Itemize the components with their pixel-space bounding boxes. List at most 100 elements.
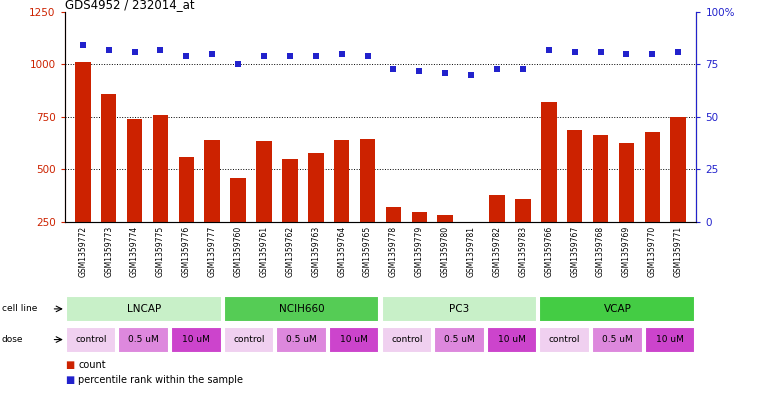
Bar: [593, 135, 608, 275]
Text: GSM1359781: GSM1359781: [466, 226, 476, 277]
Point: [439, 70, 451, 76]
Bar: [101, 94, 116, 275]
Text: GSM1359774: GSM1359774: [130, 226, 139, 277]
Bar: [119, 327, 169, 353]
Text: GSM1359767: GSM1359767: [570, 226, 579, 277]
Point: [413, 68, 425, 74]
Text: GSM1359760: GSM1359760: [234, 226, 243, 277]
Point: [620, 51, 632, 57]
Point: [284, 53, 296, 59]
Text: GSM1359779: GSM1359779: [415, 226, 424, 277]
Point: [543, 46, 555, 53]
Text: dose: dose: [2, 335, 23, 344]
Bar: [438, 215, 453, 275]
Point: [77, 42, 89, 49]
Bar: [224, 327, 274, 353]
Text: GSM1359777: GSM1359777: [208, 226, 217, 277]
Point: [206, 51, 218, 57]
Bar: [360, 139, 375, 275]
Point: [336, 51, 348, 57]
Text: GSM1359782: GSM1359782: [492, 226, 501, 277]
Text: 0.5 uM: 0.5 uM: [444, 335, 475, 344]
Text: GSM1359770: GSM1359770: [648, 226, 657, 277]
Bar: [541, 102, 556, 275]
Bar: [224, 296, 380, 322]
Bar: [334, 140, 349, 275]
Point: [232, 61, 244, 68]
Bar: [515, 199, 530, 275]
Bar: [489, 195, 505, 275]
Text: percentile rank within the sample: percentile rank within the sample: [78, 375, 244, 386]
Bar: [487, 327, 537, 353]
Text: GSM1359765: GSM1359765: [363, 226, 372, 277]
Bar: [435, 327, 485, 353]
Text: GSM1359763: GSM1359763: [311, 226, 320, 277]
Bar: [179, 157, 194, 275]
Bar: [540, 327, 590, 353]
Text: GSM1359778: GSM1359778: [389, 226, 398, 277]
Point: [594, 49, 607, 55]
Point: [387, 65, 400, 72]
Bar: [282, 159, 298, 275]
Bar: [171, 327, 221, 353]
Point: [465, 72, 477, 78]
Bar: [412, 211, 427, 275]
Point: [310, 53, 322, 59]
Point: [258, 53, 270, 59]
Text: GSM1359773: GSM1359773: [104, 226, 113, 277]
Bar: [75, 62, 91, 275]
Point: [103, 46, 115, 53]
Bar: [276, 327, 326, 353]
Point: [361, 53, 374, 59]
Bar: [645, 132, 660, 275]
Bar: [386, 208, 401, 275]
Text: 0.5 uM: 0.5 uM: [286, 335, 317, 344]
Text: PC3: PC3: [449, 304, 470, 314]
Bar: [329, 327, 380, 353]
Point: [646, 51, 658, 57]
Bar: [592, 327, 642, 353]
Text: GSM1359776: GSM1359776: [182, 226, 191, 277]
Point: [672, 49, 684, 55]
Bar: [381, 327, 432, 353]
Bar: [127, 119, 142, 275]
Text: GSM1359772: GSM1359772: [78, 226, 88, 277]
Bar: [231, 178, 246, 275]
Text: 0.5 uM: 0.5 uM: [602, 335, 632, 344]
Text: 0.5 uM: 0.5 uM: [129, 335, 159, 344]
Bar: [567, 130, 582, 275]
Bar: [65, 327, 116, 353]
Bar: [256, 141, 272, 275]
Bar: [463, 230, 479, 275]
Text: 10 uM: 10 uM: [656, 335, 684, 344]
Text: GSM1359762: GSM1359762: [285, 226, 295, 277]
Bar: [619, 143, 634, 275]
Bar: [540, 296, 696, 322]
Point: [568, 49, 581, 55]
Bar: [670, 117, 686, 275]
Text: 10 uM: 10 uM: [183, 335, 210, 344]
Text: cell line: cell line: [2, 305, 37, 313]
Bar: [153, 115, 168, 275]
Text: GSM1359780: GSM1359780: [441, 226, 450, 277]
Point: [129, 49, 141, 55]
Text: 10 uM: 10 uM: [498, 335, 526, 344]
Text: GSM1359764: GSM1359764: [337, 226, 346, 277]
Text: GSM1359775: GSM1359775: [156, 226, 165, 277]
Text: GSM1359771: GSM1359771: [673, 226, 683, 277]
Text: GSM1359769: GSM1359769: [622, 226, 631, 277]
Text: GSM1359783: GSM1359783: [518, 226, 527, 277]
Text: GDS4952 / 232014_at: GDS4952 / 232014_at: [65, 0, 194, 11]
Bar: [65, 296, 221, 322]
Text: LNCAP: LNCAP: [126, 304, 161, 314]
Text: NCIH660: NCIH660: [279, 304, 324, 314]
Bar: [381, 296, 537, 322]
Text: control: control: [391, 335, 422, 344]
Point: [154, 46, 167, 53]
Text: ■: ■: [65, 360, 74, 370]
Text: GSM1359761: GSM1359761: [260, 226, 269, 277]
Bar: [645, 327, 696, 353]
Text: VCAP: VCAP: [603, 304, 632, 314]
Text: count: count: [78, 360, 106, 370]
Text: control: control: [75, 335, 107, 344]
